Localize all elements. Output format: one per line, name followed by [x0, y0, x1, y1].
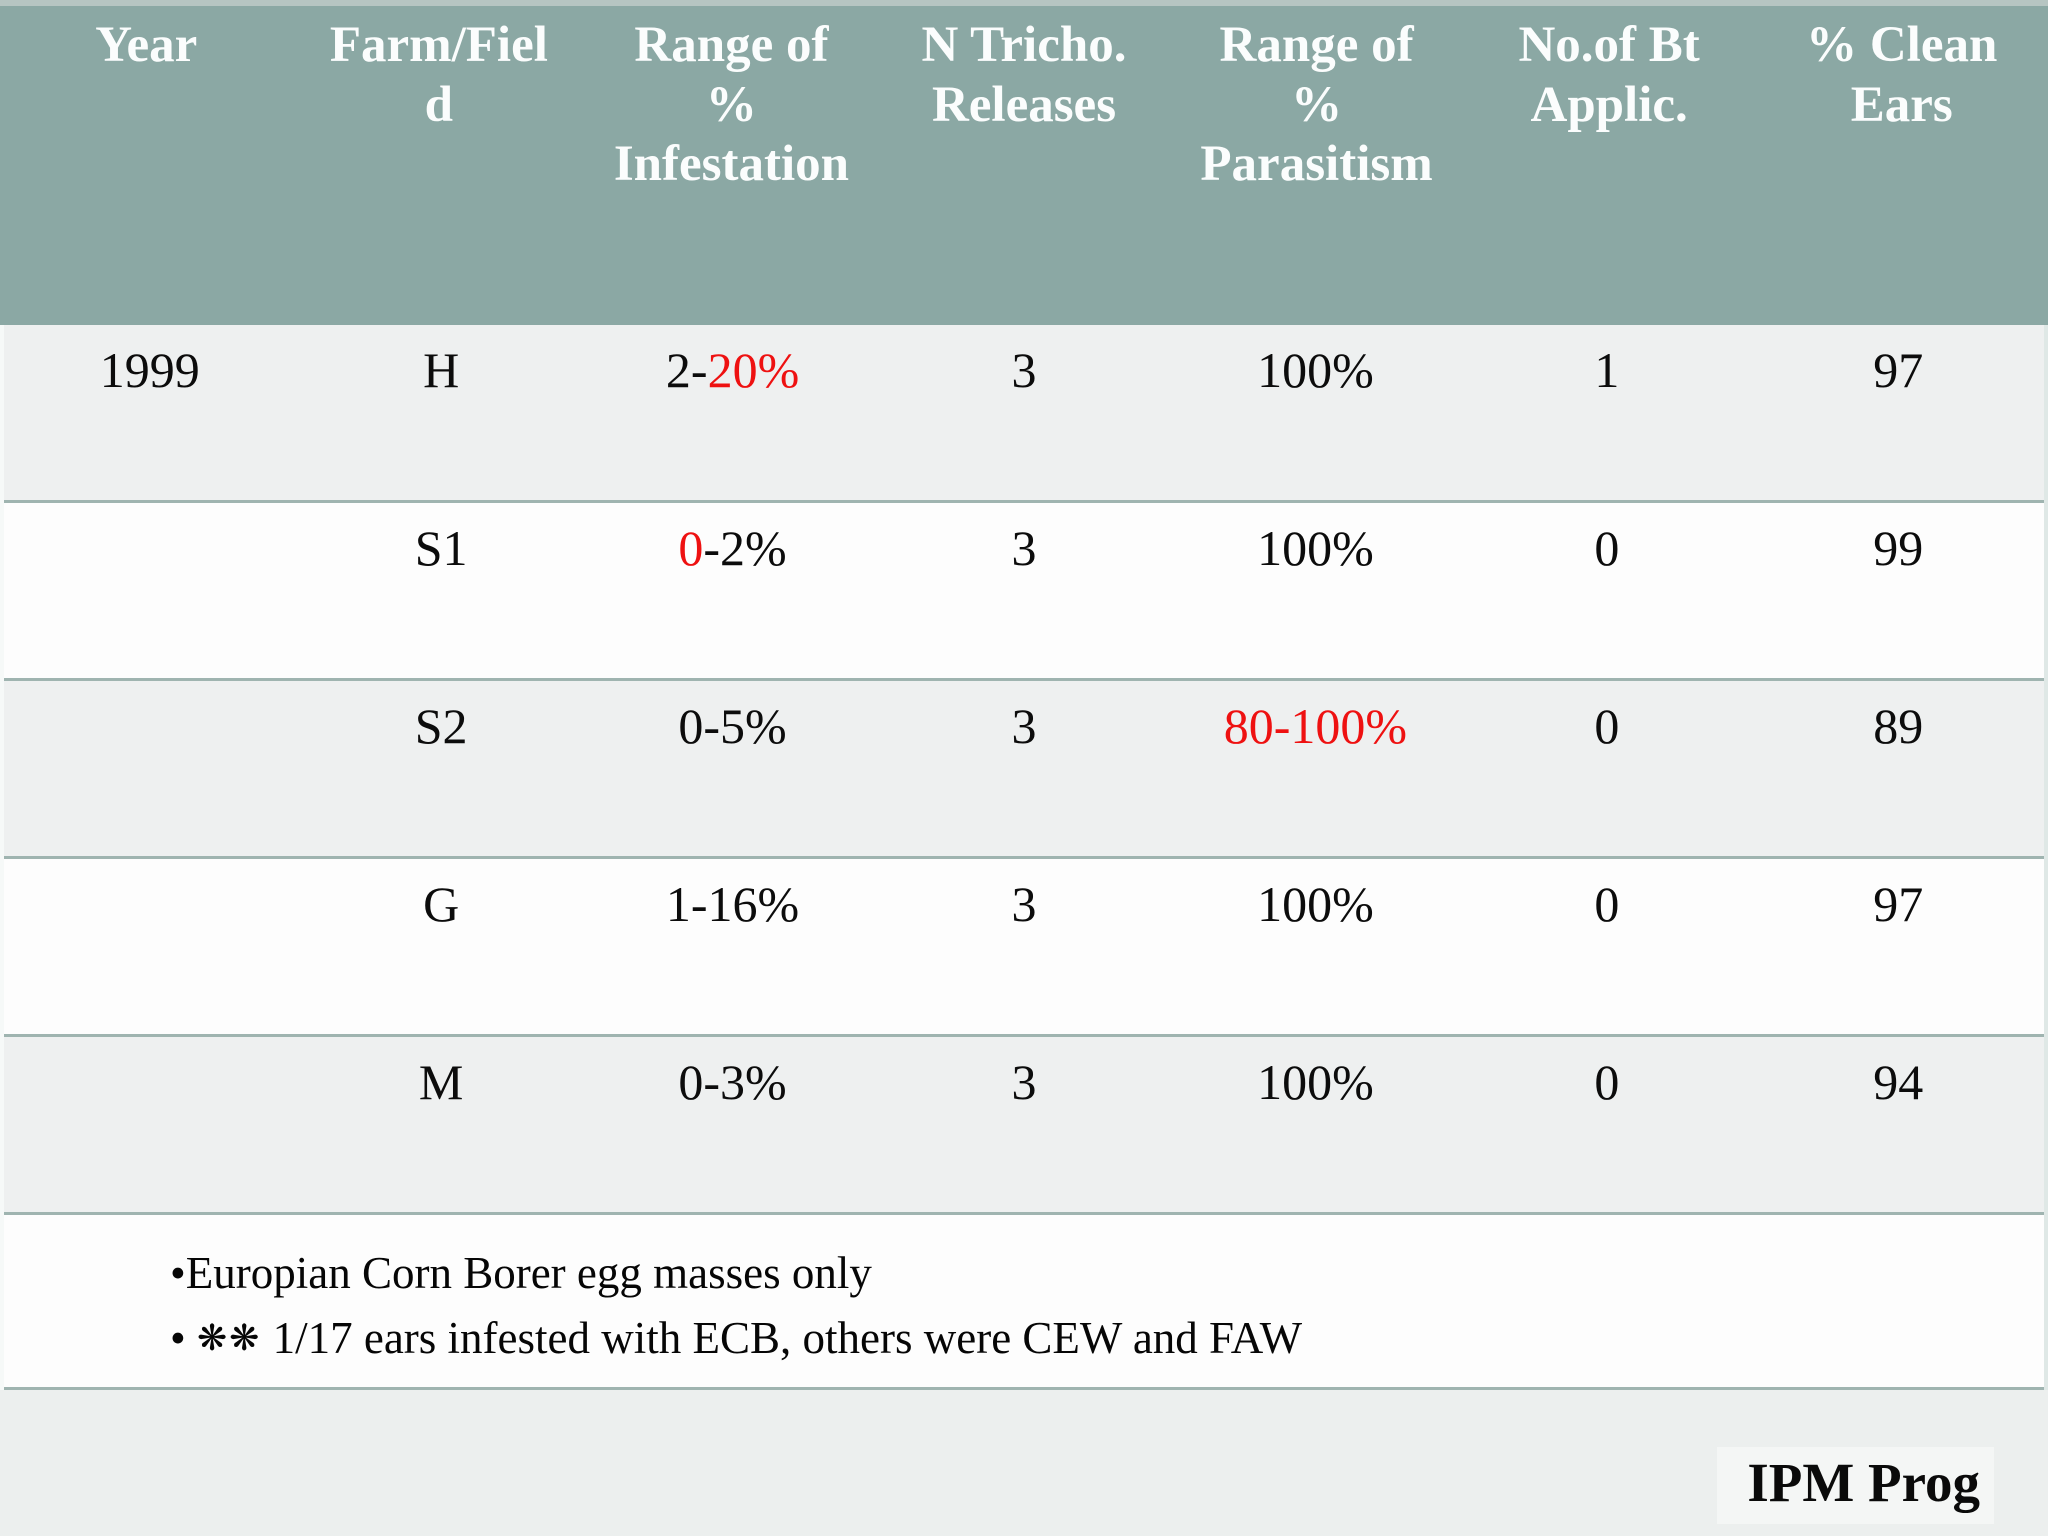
cell-bt-applications: 0 [1594, 698, 1620, 754]
ipm-program-label: IPM Prog [1717, 1447, 1994, 1524]
column-header-bt-applic: No.of Bt Applic. [1518, 17, 1700, 133]
column-header-year: Year [95, 17, 198, 73]
cell-infestation-range: 0-2% [678, 520, 787, 576]
cell-clean-ears: 97 [1873, 876, 1924, 932]
table-header-row: Year Farm/Field Range of % Infestation N… [0, 0, 2048, 325]
footnote-text: 1/17 ears infested with ECB, others were… [261, 1313, 1303, 1364]
table-body: 1999 H 2-20% 3 100% 1 97 S1 0-2% [0, 325, 2048, 1390]
cell-tricho-releases: 3 [1011, 876, 1037, 932]
bullet-glyph: • [170, 1313, 198, 1364]
cell-infestation-range: 1-16% [665, 876, 800, 932]
highlighted-value: 20% [707, 342, 800, 398]
cell-tricho-releases: 3 [1011, 1054, 1037, 1110]
footnote-ecb-egg-masses: •Europian Corn Borer egg masses only [170, 1241, 2004, 1306]
cell-parasitism-range: 100% [1257, 876, 1374, 932]
cell-farm-field: G [423, 876, 460, 932]
column-header-clean-ears: % Clean Ears [1806, 17, 1998, 133]
cell-farm-field: S2 [414, 698, 468, 754]
cell-farm-field: S1 [414, 520, 468, 576]
asterisk-marker-icon: ❋❋ [197, 1318, 262, 1360]
cell-year [4, 681, 295, 856]
cell-parasitism-range: 100% [1257, 342, 1374, 398]
cell-tricho-releases: 3 [1011, 698, 1037, 754]
cell-tricho-releases: 3 [1011, 520, 1037, 576]
table-row: G 1-16% 3 100% 0 97 [4, 859, 2044, 1037]
cell-infestation-range: 2-20% [665, 342, 800, 398]
cell-bt-applications: 0 [1594, 1054, 1620, 1110]
cell-year [4, 1037, 295, 1212]
cell-clean-ears: 99 [1873, 520, 1924, 576]
cell-tricho-releases: 3 [1011, 342, 1037, 398]
cell-bt-applications: 0 [1594, 520, 1620, 576]
table-row: S1 0-2% 3 100% 0 99 [4, 503, 2044, 681]
footnotes: •Europian Corn Borer egg masses only • ❋… [4, 1215, 2044, 1390]
cell-parasitism-range: 100% [1257, 1054, 1374, 1110]
table-row: M 0-3% 3 100% 0 94 [4, 1037, 2044, 1215]
cell-farm-field: H [423, 342, 460, 398]
table-row: 1999 H 2-20% 3 100% 1 97 [4, 325, 2044, 503]
cell-infestation-range: 0-5% [678, 698, 787, 754]
footer-strip: IPM Prog [0, 1390, 2048, 1536]
cell-infestation-range: 0-3% [678, 1054, 787, 1110]
cell-bt-applications: 0 [1594, 876, 1620, 932]
column-header-farm-field: Farm/Field [329, 17, 548, 133]
cell-year [4, 503, 295, 678]
cell-clean-ears: 94 [1873, 1054, 1924, 1110]
cell-year [4, 859, 295, 1034]
table-row: S2 0-5% 3 80-100% 0 89 [4, 681, 2044, 859]
cell-parasitism-range: 100% [1257, 520, 1374, 576]
highlighted-value: 0 [678, 520, 704, 576]
cell-year: 1999 [99, 342, 200, 398]
column-header-parasitism: Range of % Parasitism [1200, 17, 1433, 193]
column-header-infestation: Range of % Infestation [613, 17, 850, 193]
column-header-releases: N Tricho. Releases [921, 17, 1127, 133]
footnote-ears-infested: • ❋❋ 1/17 ears infested with ECB, others… [170, 1306, 2004, 1371]
highlighted-value: 80-100% [1223, 698, 1408, 754]
cell-clean-ears: 89 [1873, 698, 1924, 754]
cell-farm-field: M [418, 1054, 464, 1110]
table-rows: 1999 H 2-20% 3 100% 1 97 S1 0-2% [4, 325, 2044, 1215]
cell-clean-ears: 97 [1873, 342, 1924, 398]
cell-bt-applications: 1 [1594, 342, 1620, 398]
footnote-text: •Europian Corn Borer egg masses only [170, 1248, 872, 1298]
cell-parasitism-range: 80-100% [1170, 681, 1461, 856]
